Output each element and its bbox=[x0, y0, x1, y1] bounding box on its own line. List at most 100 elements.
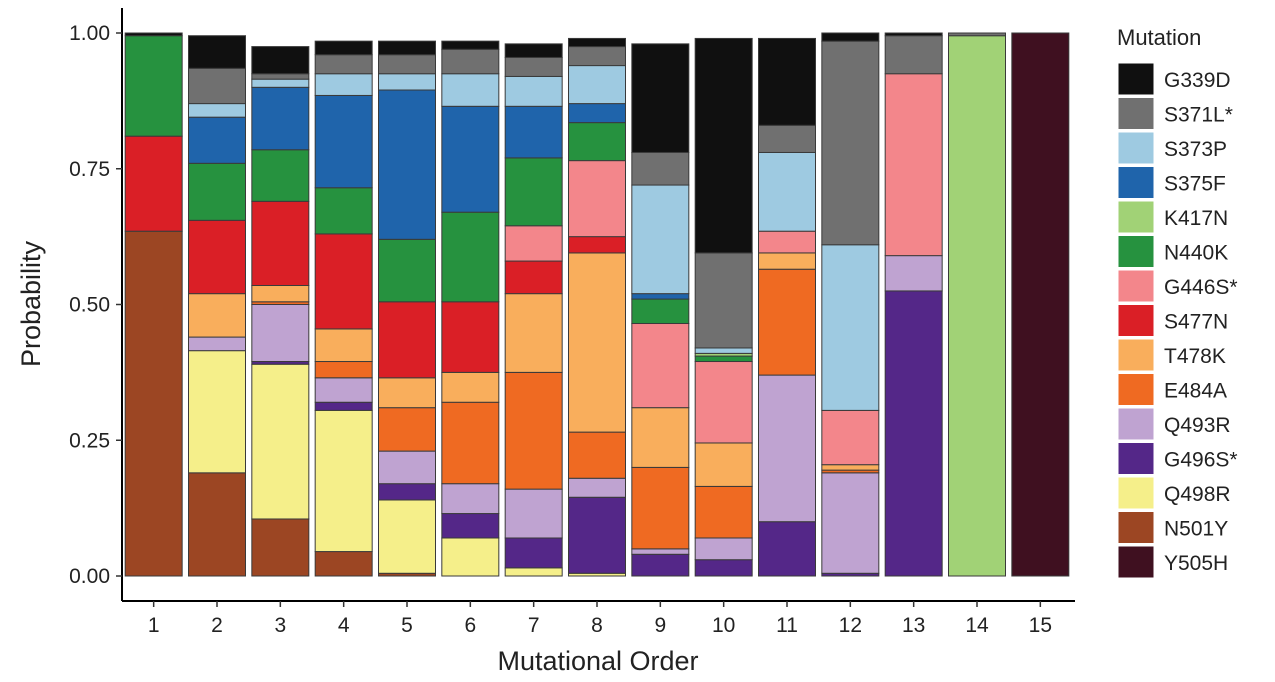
bar-segment-7-g339d bbox=[504, 43, 563, 58]
x-tick-label: 5 bbox=[401, 614, 413, 637]
bar-segment-1-n501y bbox=[124, 230, 183, 577]
x-tick-label: 12 bbox=[839, 614, 862, 637]
bar-segment-11-s373p bbox=[758, 151, 816, 232]
legend-swatch bbox=[1117, 269, 1155, 303]
legend-item-g496s-star: G496S* bbox=[1117, 442, 1238, 475]
y-tick-label: 0.75 bbox=[69, 158, 110, 181]
bar-stack-12 bbox=[821, 32, 880, 577]
bar-segment-5-s373p bbox=[378, 73, 436, 91]
legend-swatch bbox=[1117, 97, 1155, 130]
x-axis-title: Mutational Order bbox=[497, 646, 698, 676]
bar-segment-7-e484a bbox=[504, 371, 563, 490]
bar-segment-7-q493r bbox=[504, 488, 563, 539]
legend: Mutation G339D S371L* S373P S375F K417N N440K… bbox=[1117, 25, 1238, 579]
bar-segment-4-s375f bbox=[314, 94, 373, 189]
legend-item-y505h: Y505H bbox=[1117, 545, 1228, 579]
legend-swatch bbox=[1117, 304, 1155, 337]
legend-label: N501Y bbox=[1164, 518, 1228, 541]
bar-segment-2-g339d bbox=[188, 35, 246, 69]
legend-item-s477n: S477N bbox=[1117, 304, 1228, 337]
x-tick-label: 11 bbox=[776, 614, 798, 637]
bar-segment-1-s477n bbox=[124, 135, 183, 232]
bar-segment-9-t478k bbox=[631, 407, 690, 468]
bar-segment-6-g496s-star bbox=[441, 513, 500, 539]
bar-segment-9-s371l-star bbox=[631, 151, 690, 186]
bar-stack-5 bbox=[378, 40, 436, 577]
bar-segment-3-q498r bbox=[251, 363, 310, 520]
bar-stack-15 bbox=[1011, 32, 1070, 577]
bar-segment-5-s371l-star bbox=[378, 54, 436, 75]
bar-segment-6-e484a bbox=[441, 401, 500, 485]
legend-item-g339d: G339D bbox=[1117, 62, 1231, 96]
bar-segment-9-s375f bbox=[631, 293, 690, 300]
bar-segment-3-q493r bbox=[251, 304, 310, 363]
bar-segment-10-t478k bbox=[694, 442, 753, 487]
bar-segment-6-q493r bbox=[441, 483, 500, 515]
bar-segment-6-s375f bbox=[441, 105, 500, 213]
y-tick-label: 1.00 bbox=[69, 22, 110, 45]
bar-segment-8-g339d bbox=[568, 37, 626, 48]
bar-segment-8-g496s-star bbox=[568, 496, 626, 574]
legend-swatch bbox=[1117, 407, 1155, 441]
bar-segment-10-n440k bbox=[694, 355, 753, 363]
bar-segment-6-t478k bbox=[441, 371, 500, 403]
legend-item-n501y: N501Y bbox=[1117, 511, 1228, 544]
x-tick-label: 13 bbox=[902, 614, 925, 637]
legend-item-t478k: T478K bbox=[1117, 338, 1226, 372]
bar-segment-5-q498r bbox=[378, 499, 436, 574]
bar-stack-10 bbox=[694, 37, 753, 577]
bar-segment-10-g446s-star bbox=[694, 361, 753, 444]
legend-item-q493r: Q493R bbox=[1117, 407, 1231, 441]
legend-item-k417n: K417N bbox=[1117, 200, 1228, 234]
bar-segment-2-t478k bbox=[188, 293, 246, 338]
bar-segment-2-q493r bbox=[188, 336, 246, 352]
y-tick-label: 0.00 bbox=[69, 565, 110, 588]
bar-stack-13 bbox=[884, 32, 943, 577]
bar-segment-5-q493r bbox=[378, 450, 436, 485]
bar-segment-10-s373p bbox=[694, 347, 753, 354]
bar-segment-6-n440k bbox=[441, 211, 500, 303]
legend-item-s371l-star: S371L* bbox=[1117, 97, 1233, 130]
x-tick-label: 3 bbox=[274, 614, 286, 637]
bar-segment-6-g339d bbox=[441, 40, 500, 50]
bar-segment-6-s477n bbox=[441, 301, 500, 373]
legend-swatch bbox=[1117, 200, 1155, 234]
bar-segment-2-s373p bbox=[188, 103, 246, 118]
bar-segment-8-s371l-star bbox=[568, 46, 626, 67]
bar-segment-3-t478k bbox=[251, 285, 310, 303]
bar-segment-3-g339d bbox=[251, 46, 310, 75]
bar-segment-11-t478k bbox=[758, 252, 816, 270]
bar-stack-8 bbox=[568, 37, 626, 577]
y-axis-title: Probability bbox=[16, 240, 46, 367]
legend-label: G496S* bbox=[1164, 449, 1238, 472]
y-tick-label: 0.25 bbox=[69, 429, 110, 452]
x-tick-label: 7 bbox=[528, 614, 540, 637]
bar-segment-5-g339d bbox=[378, 40, 436, 56]
bar-segment-5-s477n bbox=[378, 301, 436, 379]
bar-segment-7-s477n bbox=[504, 260, 563, 295]
bar-segment-9-g446s-star bbox=[631, 323, 690, 409]
x-tick-label: 10 bbox=[712, 614, 735, 637]
bar-segment-11-g339d bbox=[758, 37, 816, 126]
bar-segment-5-e484a bbox=[378, 407, 436, 452]
bar-segment-6-s371l-star bbox=[441, 48, 500, 75]
bar-segment-4-e484a bbox=[314, 361, 373, 379]
bar-segment-13-g339d bbox=[884, 32, 943, 37]
bar-segment-2-s371l-star bbox=[188, 67, 246, 105]
bar-segment-1-n440k bbox=[124, 35, 183, 137]
legend-label: S373P bbox=[1164, 138, 1227, 161]
legend-swatch bbox=[1117, 338, 1155, 372]
bar-segment-7-s373p bbox=[504, 75, 563, 107]
bar-segment-7-s371l-star bbox=[504, 56, 563, 77]
bar-segment-4-q493r bbox=[314, 377, 373, 403]
legend-label: S477N bbox=[1164, 311, 1228, 334]
legend-label: S371L* bbox=[1164, 104, 1233, 127]
bar-segment-3-n440k bbox=[251, 149, 310, 202]
legend-swatch bbox=[1117, 235, 1155, 268]
legend-swatch bbox=[1117, 545, 1155, 579]
x-tick-label: 14 bbox=[965, 614, 989, 637]
x-tick-label: 8 bbox=[591, 614, 603, 637]
legend-item-s373p: S373P bbox=[1117, 131, 1227, 165]
legend-label: S375F bbox=[1164, 173, 1226, 196]
bar-segment-7-t478k bbox=[504, 293, 563, 373]
